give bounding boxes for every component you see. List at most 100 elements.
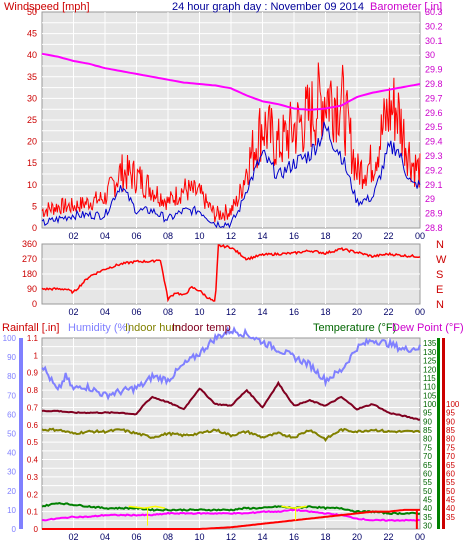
wind-x-tick: 00 (415, 231, 425, 241)
temperature-tick: 40 (423, 504, 432, 513)
wind-x-tick: 02 (68, 231, 78, 241)
rain-tick: 1.1 (27, 334, 39, 343)
temp-ticks: 0 0.1 0.2 0.3 0.4 0.5 0.6 0.7 0.8 0.9 1 1.1 0 10 20 30 4… (3, 334, 460, 542)
windspeed-tick: 20 (27, 137, 37, 147)
rain-tick: 0.3 (27, 473, 39, 482)
rain-tick: 0.9 (27, 369, 39, 378)
windspeed-tick: 10 (27, 180, 37, 190)
temperature-tick: 35 (423, 513, 432, 522)
wind-x-tick: 10 (194, 231, 204, 241)
humidity-tick: 0 (12, 525, 17, 534)
direction-x-tick: 08 (163, 307, 173, 317)
humidity-tick: 90 (7, 353, 16, 362)
wind-x-tick: 20 (352, 231, 362, 241)
temperature-tick: 125 (423, 357, 437, 366)
direction-x-tick: 10 (194, 307, 204, 317)
barometer-tick: 29.6 (425, 108, 443, 118)
direction-compass-tick: W (436, 254, 447, 266)
direction-x-tick: 22 (383, 307, 393, 317)
temp-series (41, 325, 421, 530)
yellow-highlight-2 (281, 505, 307, 509)
temperature-tick: 65 (423, 461, 432, 470)
wind-x-tick: 04 (100, 231, 110, 241)
humidity-tick: 60 (7, 410, 16, 419)
temperature-tick: 120 (423, 365, 437, 374)
temperature-tick: 60 (423, 469, 432, 478)
direction-grid (42, 244, 420, 304)
direction-x-tick: 04 (100, 307, 110, 317)
direction-x-tick: 16 (289, 307, 299, 317)
temp-x-tick: 22 (383, 532, 393, 542)
barometer-tick: 28.9 (425, 209, 443, 219)
humidity-axis-bar (19, 338, 23, 529)
temp-x-tick: 00 (415, 532, 425, 542)
barometer-tick: 29.3 (425, 151, 443, 161)
dewpoint-tick: 90 (446, 417, 455, 426)
wind-x-tick: 12 (226, 231, 236, 241)
barometer-tick: 30.1 (425, 36, 443, 46)
windspeed-tick: 35 (27, 72, 37, 82)
dewpoint-line (41, 508, 421, 522)
barometer-tick: 29.2 (425, 165, 443, 175)
temperature-tick: 95 (423, 409, 432, 418)
rain-tick: 0.8 (27, 386, 39, 395)
indoor-temp-line (41, 380, 421, 421)
wind-average-line (41, 121, 421, 229)
barometer-tick: 29.1 (425, 180, 443, 190)
direction-compass-tick: S (436, 269, 443, 281)
direction-x-tick: 14 (257, 307, 267, 317)
temperature-tick: 90 (423, 417, 432, 426)
temp-humidity-panel: 0 0.1 0.2 0.3 0.4 0.5 0.6 0.7 0.8 0.9 1 1.1 0 10 20 30 4… (2, 322, 464, 542)
direction-x-tick: 18 (320, 307, 330, 317)
temp-x-tick: 06 (131, 532, 141, 542)
dewpoint-tick: 100 (446, 400, 460, 409)
humidity-tick: 10 (7, 506, 16, 515)
windspeed-tick: 40 (27, 50, 37, 60)
direction-compass-tick: E (436, 284, 443, 296)
direction-x-tick: 20 (352, 307, 362, 317)
rain-tick: 1 (34, 351, 39, 360)
temperature-tick: 135 (423, 339, 437, 348)
temperature-tick: 110 (423, 383, 436, 392)
temp-x-tick: 02 (68, 532, 78, 542)
chart-title: 24 hour graph day : November 09 2014 (172, 1, 364, 13)
windspeed-tick: 15 (27, 158, 37, 168)
legend-rainfall: Rainfall [.in] (2, 322, 59, 334)
dewpoint-tick: 45 (446, 495, 455, 504)
dewpoint-axis-bar (442, 338, 445, 529)
temperature-tick: 75 (423, 443, 432, 452)
direction-degree-tick: 90 (27, 284, 37, 294)
windspeed-tick: 0 (32, 223, 37, 233)
direction-x-tick: 02 (68, 307, 78, 317)
dewpoint-tick: 80 (446, 435, 455, 444)
temp-x-tick: 08 (163, 532, 173, 542)
temperature-tick: 115 (423, 374, 436, 383)
temperature-line (41, 502, 421, 516)
indoor-hum-line (41, 427, 421, 442)
legend-humidity: Humidity (%) (68, 322, 131, 334)
temperature-tick: 105 (423, 391, 437, 400)
wind-series (41, 52, 421, 229)
temperature-tick: 30 (423, 522, 432, 531)
humidity-tick: 100 (3, 334, 17, 343)
barometer-tick: 29.8 (425, 79, 443, 89)
temp-x-tick: 10 (194, 532, 204, 542)
direction-compass-tick: N (436, 299, 444, 311)
direction-compass-tick: N (436, 239, 444, 251)
wind-ticks: 0 5 10 15 20 25 30 35 40 45 50 28.8 28.9 29 29.1 29.2 29… (27, 7, 443, 241)
humidity-tick: 50 (7, 430, 16, 439)
direction-x-tick: 06 (131, 307, 141, 317)
legend-indoor-temp: Indoor temp (172, 322, 231, 334)
rain-tick: 0.1 (27, 508, 39, 517)
wind-direction-line (41, 244, 421, 303)
direction-x-tick: 00 (415, 307, 425, 317)
temp-x-tick: 14 (257, 532, 267, 542)
dewpoint-tick: 95 (446, 409, 455, 418)
barometer-tick: 30 (425, 50, 435, 60)
temp-x-tick: 16 (289, 532, 299, 542)
dewpoint-tick: 50 (446, 487, 455, 496)
legend-indoor-hum: Indoor hum (125, 322, 181, 334)
rain-tick: 0.6 (27, 421, 39, 430)
temperature-tick: 55 (423, 478, 432, 487)
